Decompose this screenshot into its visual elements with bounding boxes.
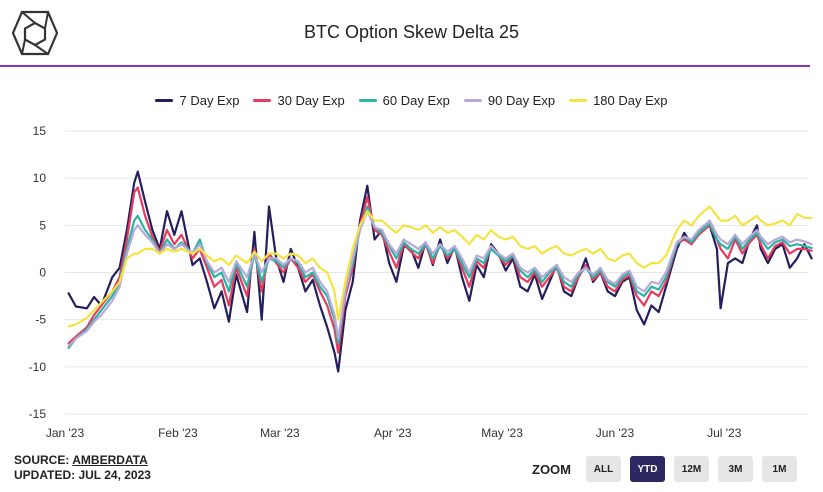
zoom-label: ZOOM (532, 461, 571, 477)
chart-header: BTC Option Skew Delta 25 (0, 0, 823, 66)
series-line (67, 210, 813, 348)
y-tick-label: 10 (33, 171, 47, 185)
source-prefix: SOURCE: (14, 453, 73, 467)
legend-swatch (253, 99, 272, 102)
x-tick-label: May '23 (481, 426, 523, 440)
y-tick-label: 0 (39, 266, 46, 280)
zoom-12m-button[interactable]: 12M (674, 456, 709, 482)
x-tick-label: Apr '23 (374, 426, 412, 440)
line-chart: 15 10 5 0 -5 -10 -15 Jan '23 Feb '23 Mar '23 Apr '… (29, 124, 813, 440)
page-title: BTC Option Skew Delta 25 (303, 22, 520, 42)
legend-swatch (463, 99, 482, 102)
chart-legend: 7 Day Exp 30 Day Exp 60 Day Exp 90 Day Exp 1… (0, 93, 823, 108)
legend-swatch (358, 99, 377, 102)
x-tick-label: Mar '23 (260, 426, 300, 440)
legend-item[interactable]: 7 Day Exp (155, 93, 239, 108)
legend-label: 90 Day Exp (487, 93, 556, 108)
legend-swatch (155, 99, 174, 102)
legend-item[interactable]: 90 Day Exp (463, 93, 556, 108)
zoom-controls: ZOOM ALL YTD 12M 3M 1M (532, 456, 797, 482)
legend-label: 30 Day Exp (277, 93, 345, 108)
x-tick-label: Jan '23 (46, 426, 85, 440)
legend-label: 60 Day Exp (382, 93, 450, 108)
source-link[interactable]: AMBERDATA (72, 453, 148, 467)
legend-label: 7 Day Exp (179, 93, 240, 108)
y-tick-label: -15 (29, 407, 47, 421)
series-line (67, 205, 813, 328)
zoom-1m-button[interactable]: 1M (762, 456, 797, 482)
zoom-all-button[interactable]: ALL (586, 456, 621, 482)
y-tick-label: -5 (35, 313, 46, 327)
legend-item[interactable]: 60 Day Exp (358, 93, 450, 108)
legend-item[interactable]: 30 Day Exp (253, 93, 345, 108)
x-tick-label: Feb '23 (158, 426, 198, 440)
header-divider (0, 65, 810, 67)
x-tick-label: Jun '23 (596, 426, 635, 440)
legend-swatch (569, 99, 588, 102)
y-tick-label: 5 (39, 218, 46, 232)
source-info: SOURCE: AMBERDATA UPDATED: JUL 24, 2023 (14, 453, 151, 483)
y-tick-label: 15 (33, 124, 47, 138)
legend-item[interactable]: 180 Day Exp (569, 93, 668, 108)
zoom-ytd-button[interactable]: YTD (630, 456, 665, 482)
series-line (67, 170, 813, 373)
y-tick-label: -10 (29, 360, 47, 374)
updated-date: UPDATED: JUL 24, 2023 (14, 468, 151, 482)
legend-label: 180 Day Exp (593, 93, 668, 108)
series-line (67, 205, 813, 350)
cube-logo-icon (12, 10, 58, 56)
zoom-3m-button[interactable]: 3M (718, 456, 753, 482)
x-tick-label: Jul '23 (707, 426, 742, 440)
